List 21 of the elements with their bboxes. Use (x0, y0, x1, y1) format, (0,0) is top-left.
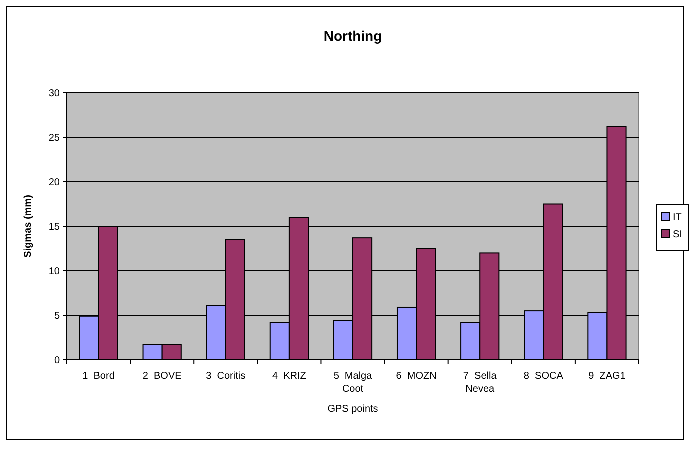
x-tick-label: 3 Coritis (206, 371, 246, 382)
y-tick-label: 10 (48, 266, 60, 278)
y-tick-label: 15 (48, 222, 60, 233)
x-tick-label: 2 BOVE (142, 371, 182, 382)
x-tick-label: 5 Malga Coot (334, 371, 373, 395)
y-tick-label: 30 (48, 88, 60, 100)
y-tick-label: 25 (48, 133, 60, 144)
x-tick-label: 4 KRIZ (272, 371, 306, 382)
legend-label: SI (673, 230, 682, 240)
y-tick-label: 5 (54, 311, 60, 322)
y-tick-label: 0 (54, 356, 60, 366)
y-tick-label: 20 (48, 178, 60, 188)
legend-label: IT (673, 212, 682, 224)
x-tick-label: 1 Bord (82, 371, 115, 382)
x-tick-label: 7 Sella Nevea (463, 371, 498, 395)
x-axis-title: GPS points (328, 404, 378, 415)
chart-title: Northing (324, 28, 382, 44)
x-tick-label: 8 SOCA (524, 371, 564, 382)
y-axis-title: Sigmas (mm) (23, 195, 34, 258)
x-tick-label: 9 ZAG1 (588, 371, 626, 382)
x-tick-label: 6 MOZN (396, 371, 437, 382)
